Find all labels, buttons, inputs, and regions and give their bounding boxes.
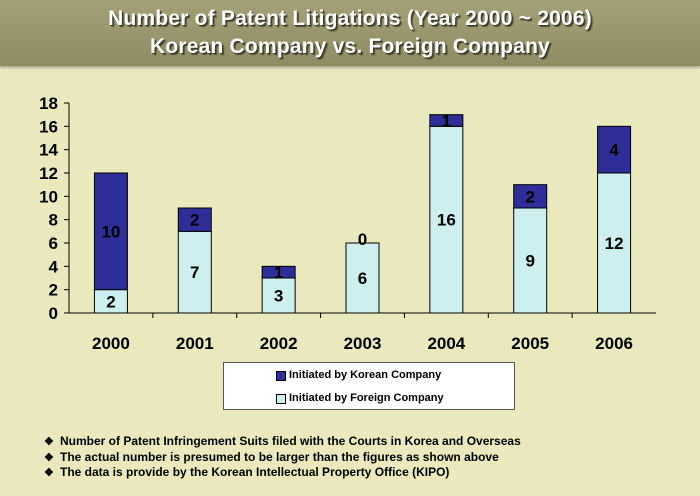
data-label-korean: 2	[525, 187, 534, 206]
note-item: ❖ Number of Patent Infringement Suits fil…	[44, 434, 521, 450]
legend-label-foreign: Initiated by Foreign Company	[289, 392, 444, 404]
legend-label-korean: Initiated by Korean Company	[289, 369, 442, 381]
data-label-korean: 4	[609, 141, 619, 160]
notes: ❖ Number of Patent Infringement Suits fil…	[44, 434, 521, 481]
chart-subtitle: Korean Company vs. Foreign Company	[149, 35, 551, 58]
y-tick-label: 2	[49, 281, 58, 300]
diamond-bullet-icon: ❖	[44, 451, 54, 464]
x-tick-label: 2003	[344, 334, 382, 353]
title-band: Number of Patent Litigations (Year 2000 …	[0, 0, 700, 66]
data-label-foreign: 9	[525, 252, 534, 271]
note-text: The actual number is presumed to be larg…	[60, 449, 499, 464]
bar-korean	[261, 265, 296, 279]
x-tick-label: 2005	[511, 334, 549, 353]
data-label-foreign: 3	[274, 287, 283, 306]
data-label-foreign: 6	[358, 269, 367, 288]
data-label-korean: 10	[101, 222, 120, 241]
y-tick-label: 10	[39, 187, 58, 206]
bar-korean	[93, 172, 128, 291]
y-tick-label: 6	[49, 234, 58, 253]
bar-korean	[429, 114, 464, 127]
stacked-bar-chart: 0246810121416182102000722001312002602003…	[39, 94, 656, 353]
data-label-foreign: 12	[605, 234, 624, 253]
note-text: Number of Patent Infringement Suits file…	[60, 434, 521, 448]
legend-swatch-korean	[276, 371, 286, 381]
data-label-foreign: 16	[437, 211, 456, 230]
y-tick-label: 4	[49, 257, 59, 276]
bar-korean	[597, 125, 632, 174]
bar-korean	[177, 207, 212, 232]
data-label-korean: 1	[442, 112, 451, 131]
y-tick-label: 16	[39, 117, 58, 136]
x-tick-label: 2004	[427, 334, 465, 353]
x-tick-label: 2006	[595, 334, 633, 353]
bar-foreign	[597, 172, 632, 314]
y-tick-label: 0	[49, 304, 58, 323]
bar-foreign	[513, 207, 548, 314]
bar-korean	[513, 184, 548, 209]
chart-title: Number of Patent Litigations (Year 2000 …	[108, 7, 592, 30]
bar-foreign	[345, 242, 380, 314]
x-tick-label: 2001	[176, 334, 214, 353]
y-tick-label: 12	[39, 164, 58, 183]
bar-foreign	[429, 125, 464, 314]
diamond-bullet-icon: ❖	[44, 467, 54, 479]
data-label-foreign: 2	[106, 292, 115, 311]
y-tick-label: 18	[39, 94, 58, 113]
note-item: ❖ The actual number is presumed to be lar…	[44, 450, 521, 466]
x-tick-label: 2002	[260, 334, 298, 353]
data-label-korean: 1	[274, 263, 283, 282]
x-tick-label: 2000	[92, 334, 130, 353]
diamond-bullet-icon: ❖	[44, 436, 54, 448]
note-item: ❖ The data is provide by the Korean Intel…	[44, 465, 521, 481]
y-tick-label: 14	[39, 141, 58, 160]
note-text: The data is provide by the Korean Intell…	[60, 465, 450, 479]
data-label-korean: 0	[358, 230, 367, 249]
y-tick-label: 8	[49, 211, 58, 230]
legend: Initiated by Korean Company Initiated by…	[223, 362, 515, 410]
data-label-korean: 2	[190, 211, 199, 230]
legend-swatch-foreign	[276, 394, 286, 404]
data-label-foreign: 7	[190, 263, 199, 282]
